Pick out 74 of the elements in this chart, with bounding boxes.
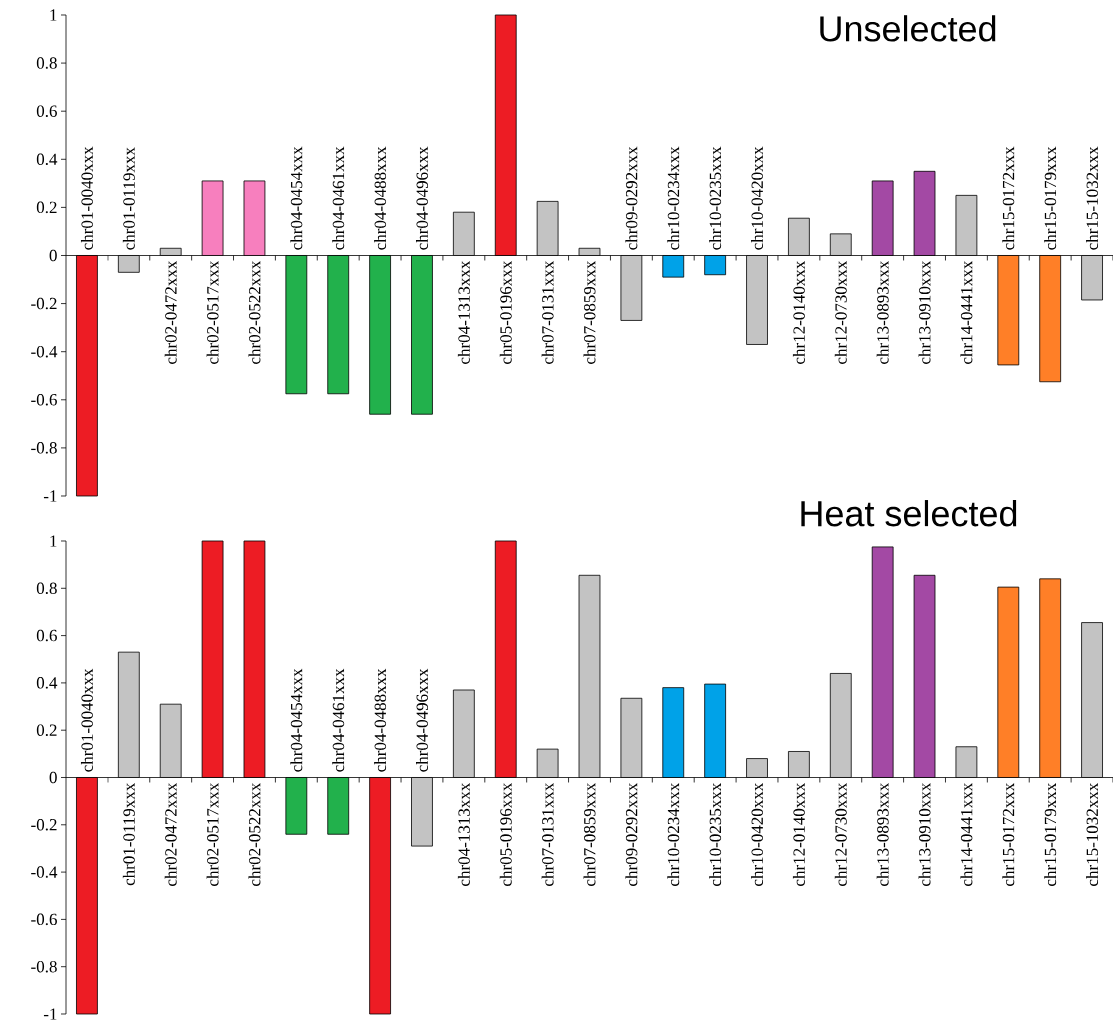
x-tick-label: chr15-0172xxx (1002, 146, 1015, 250)
x-tick-label: chr13-0893xxx (876, 782, 889, 886)
x-tick-label: chr07-0859xxx (583, 260, 596, 364)
x-tick-label: chr04-0454xxx (290, 668, 303, 772)
x-tick-label: chr13-0910xxx (918, 260, 931, 364)
x-tick-label: chr15-1032xxx (1086, 782, 1099, 886)
x-tick-label: chr10-0235xxx (709, 782, 722, 886)
y-tick-label: 0.8 (36, 582, 57, 595)
x-tick-label: chr07-0859xxx (583, 782, 596, 886)
y-tick-label: 0.2 (36, 724, 57, 736)
y-tick-label: 0.8 (36, 57, 57, 69)
x-tick-label: chr07-0131xxx (541, 260, 554, 364)
y-tick-label: 0.6 (36, 105, 57, 117)
y-tick-label: 0.6 (36, 629, 57, 642)
y-tick-label: -0.6 (31, 394, 57, 406)
x-tick-label: chr13-0893xxx (876, 260, 889, 364)
x-tick-label: chr02-0472xxx (164, 782, 177, 886)
y-tick-label: -0.2 (31, 819, 57, 831)
chart-title: Unselected (820, 15, 996, 42)
x-tick-label: chr04-1313xxx (457, 260, 470, 364)
y-tick-label: 1 (50, 9, 57, 21)
x-tick-label: chr09-0292xxx (625, 782, 638, 886)
y-tick-label: -0.6 (31, 913, 57, 926)
x-tick-label: chr07-0131xxx (541, 782, 554, 886)
x-tick-label: chr05-0196xxx (499, 782, 512, 886)
x-tick-label: chr14-0441xxx (960, 782, 973, 886)
y-tick-label: -0.2 (31, 297, 57, 310)
x-tick-label: chr04-0496xxx (416, 146, 428, 250)
x-tick-label: chr10-0420xxx (751, 146, 764, 250)
x-tick-label: chr10-0234xxx (667, 146, 680, 250)
x-tick-label: chr04-1313xxx (457, 782, 470, 886)
x-tick-label: chr01-0040xxx (80, 146, 93, 250)
x-tick-label: chr02-0517xxx (206, 260, 219, 364)
y-tick-label: -1 (43, 1008, 57, 1020)
x-tick-label: chr12-0140xxx (792, 782, 805, 886)
y-tick-label: -0.4 (31, 866, 58, 878)
x-tick-label: chr05-0196xxx (499, 260, 512, 364)
x-tick-label: chr02-0517xxx (206, 782, 219, 886)
x-tick-label: chr13-0910xxx (918, 782, 931, 886)
x-tick-label: chr15-1032xxx (1086, 146, 1099, 250)
y-tick-label: -0.8 (31, 442, 57, 454)
x-tick-label: chr15-0179xxx (1044, 782, 1057, 886)
x-tick-label: chr04-0454xxx (290, 146, 303, 250)
x-tick-label: chr04-0461xxx (332, 668, 345, 772)
y-tick-label: -0.4 (31, 345, 58, 358)
y-tick-label: -1 (43, 490, 57, 502)
y-tick-label: 0.2 (36, 201, 57, 214)
x-tick-label: chr04-0496xxx (416, 668, 428, 772)
x-tick-label: chr15-0179xxx (1044, 146, 1057, 250)
y-tick-label: -0.8 (31, 960, 57, 973)
x-tick-label: chr04-0488xxx (374, 146, 387, 250)
x-tick-label: chr01-0040xxx (80, 668, 93, 772)
y-tick-label: 0.4 (36, 677, 58, 689)
x-tick-label: chr01-0119xxx (122, 147, 135, 250)
x-tick-label: chr02-0522xxx (248, 782, 261, 886)
x-tick-label: chr14-0441xxx (960, 260, 973, 364)
x-tick-label: chr12-0140xxx (792, 260, 805, 364)
x-tick-label: chr09-0292xxx (625, 146, 638, 250)
x-tick-label: chr02-0522xxx (248, 260, 261, 364)
x-tick-label: chr10-0234xxx (667, 782, 680, 886)
x-tick-label: chr01-0119xxx (122, 782, 135, 886)
y-tick-label: 0.4 (36, 153, 58, 166)
y-tick-label: 1 (50, 535, 57, 547)
y-tick-label: 0 (49, 771, 57, 784)
x-tick-label: chr12-0730xxx (834, 782, 847, 886)
chart-title: Heat selected (801, 500, 1017, 527)
y-tick-label: 0 (49, 249, 57, 262)
x-tick-label: chr10-0420xxx (751, 782, 764, 886)
x-tick-label: chr04-0461xxx (332, 146, 345, 250)
x-tick-label: chr10-0235xxx (709, 146, 722, 250)
x-tick-label: chr04-0488xxx (374, 668, 387, 772)
x-tick-label: chr15-0172xxx (1002, 782, 1015, 886)
x-tick-label: chr02-0472xxx (164, 260, 177, 364)
x-tick-label: chr12-0730xxx (834, 260, 847, 364)
